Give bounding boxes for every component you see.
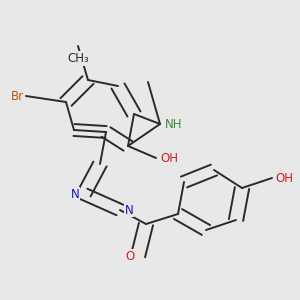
Text: NH: NH — [165, 118, 182, 130]
Text: OH: OH — [275, 172, 293, 184]
Text: O: O — [126, 250, 135, 262]
Text: Br: Br — [11, 89, 24, 103]
Text: N: N — [70, 188, 79, 200]
Text: OH: OH — [161, 152, 179, 164]
Text: CH₃: CH₃ — [67, 52, 89, 65]
Text: N: N — [125, 203, 134, 217]
